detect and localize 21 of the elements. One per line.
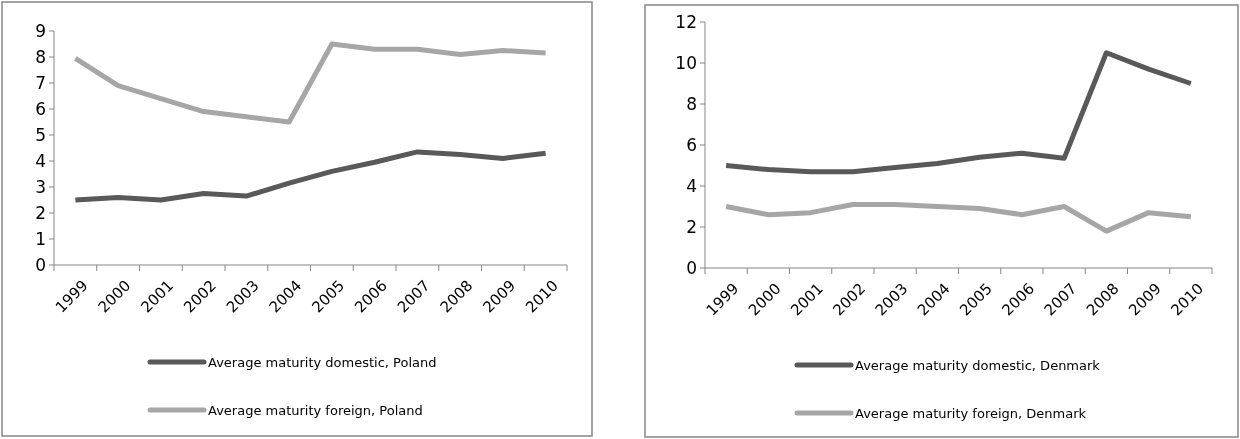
y-tick-label: 9 [35,20,46,41]
legend-label: Average maturity foreign, Poland [208,402,423,418]
y-tick-label: 2 [686,216,697,237]
y-tick-label: 1 [35,228,46,249]
y-tick-label: 3 [35,176,46,197]
legend-label: Average maturity domestic, Poland [208,354,437,370]
y-tick-label: 10 [675,52,697,73]
y-tick-label: 8 [686,93,697,114]
legend-label: Average maturity foreign, Denmark [855,405,1087,421]
y-tick-label: 8 [35,46,46,67]
y-tick-label: 6 [35,98,46,119]
y-tick-label: 0 [686,257,697,278]
y-tick-label: 0 [35,254,46,275]
y-tick-label: 4 [686,175,697,196]
y-tick-label: 6 [686,134,697,155]
y-tick-label: 5 [35,124,46,145]
y-tick-label: 4 [35,150,46,171]
y-tick-label: 2 [35,202,46,223]
y-tick-label: 12 [675,11,697,32]
y-tick-label: 7 [35,72,46,93]
legend-label: Average maturity domestic, Denmark [855,357,1101,373]
